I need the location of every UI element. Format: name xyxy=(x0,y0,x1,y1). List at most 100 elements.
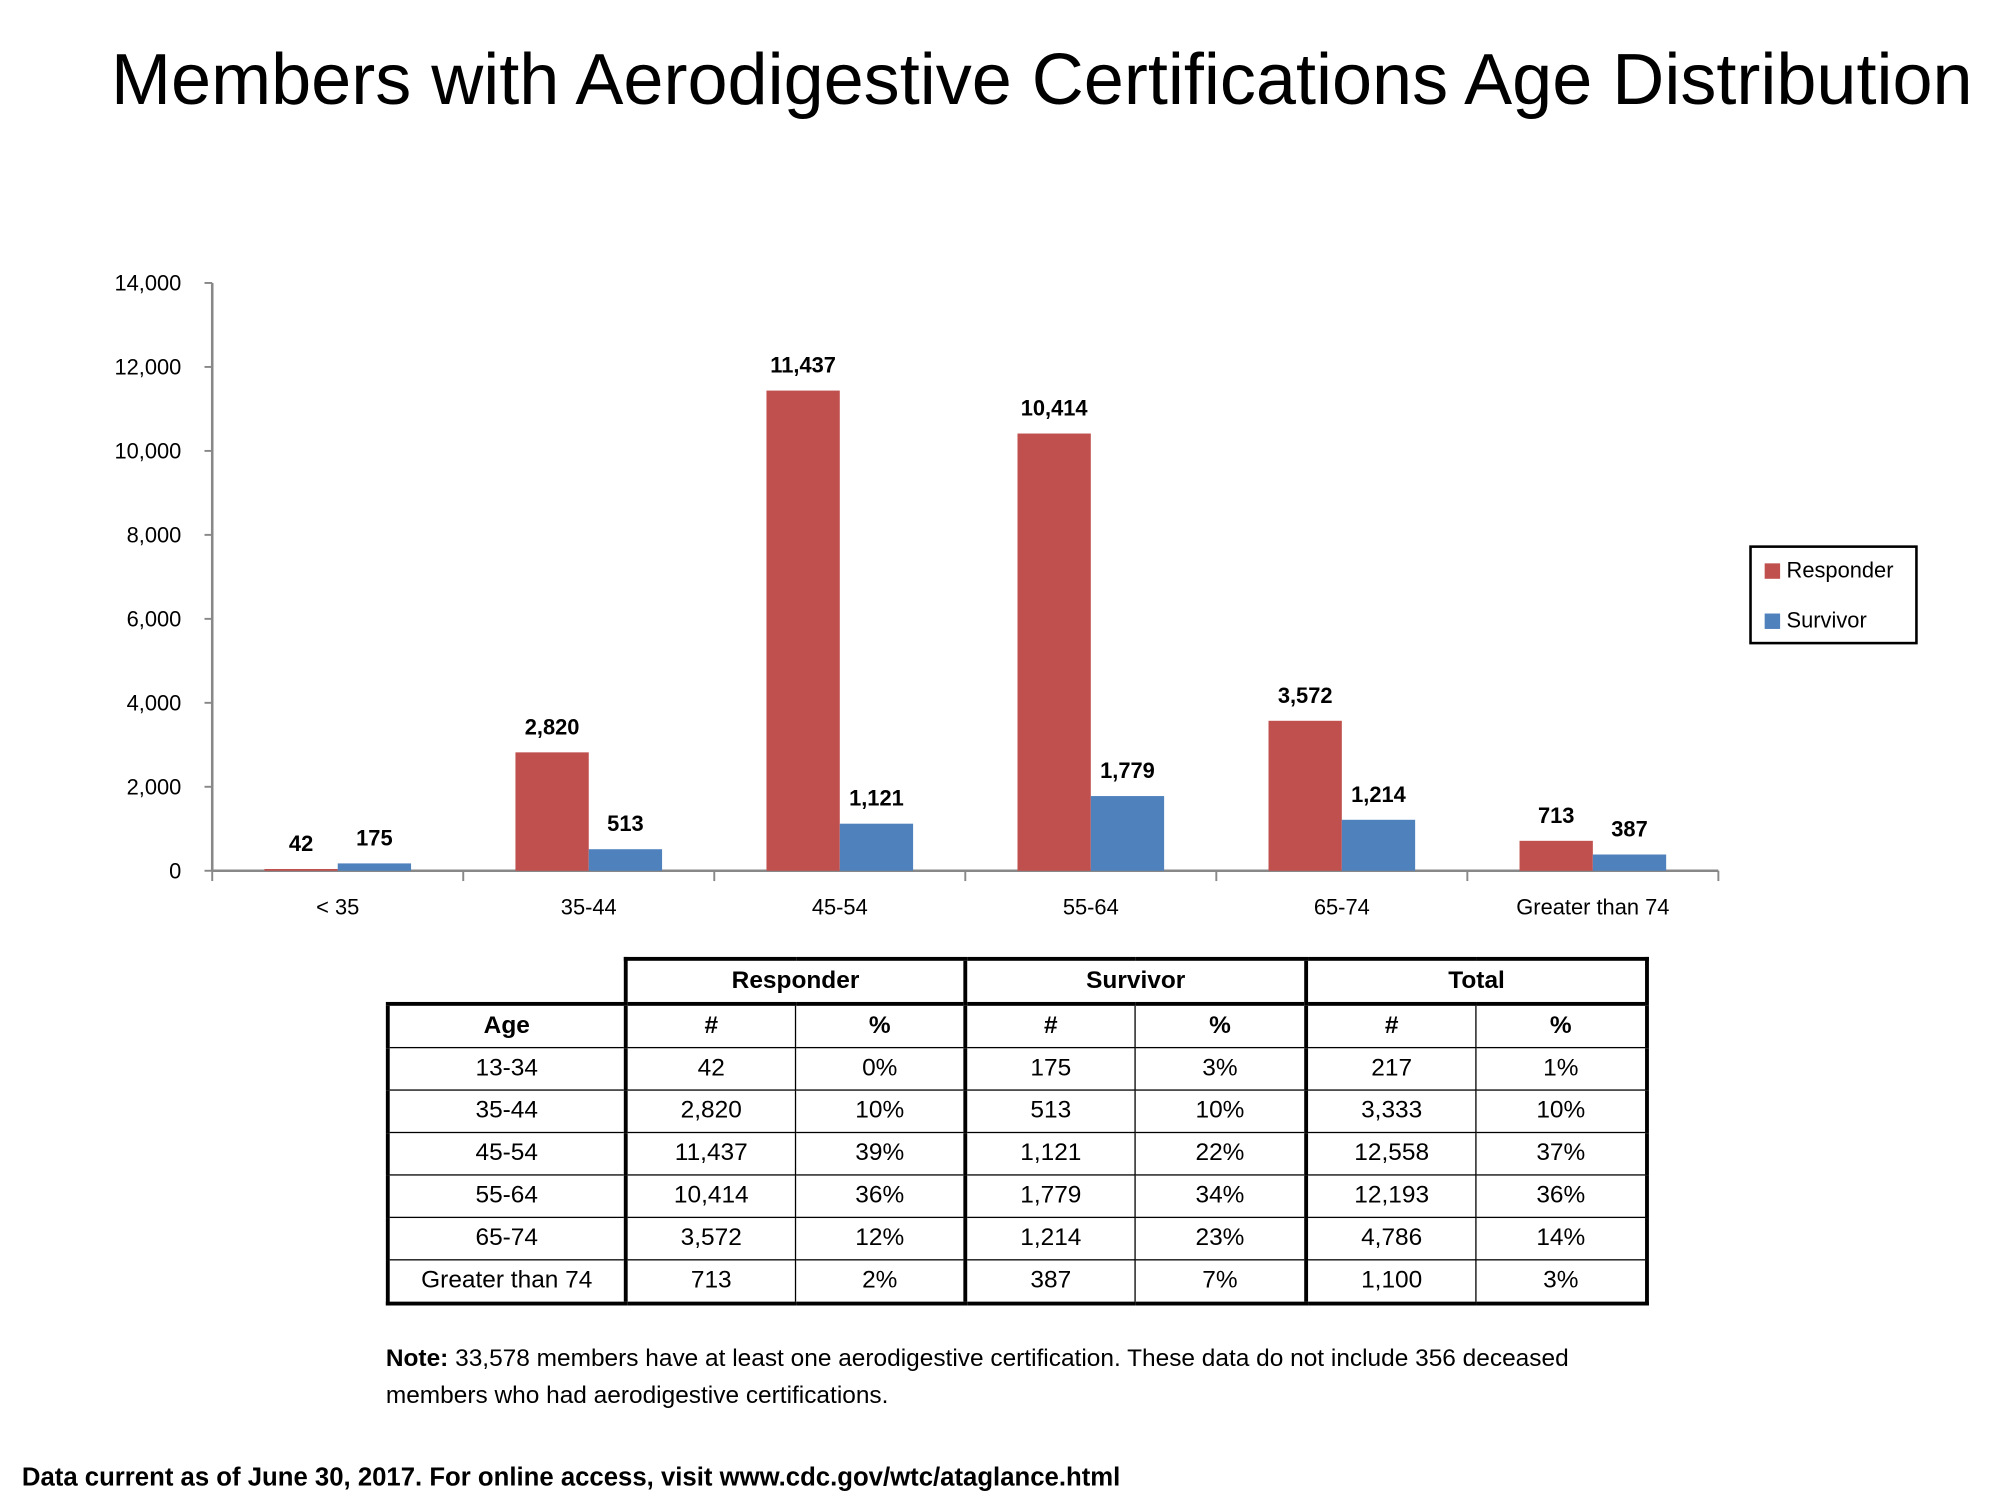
note-label: Note: xyxy=(385,1345,449,1373)
subheader-row: Age #% #% #% xyxy=(385,1001,1649,1049)
table-row: 65-74 3,572 12% 1,214 23% 4,786 14% xyxy=(385,1216,1649,1261)
legend-item-responder: Responder xyxy=(1764,558,1894,584)
value-cell: 10% xyxy=(1134,1089,1307,1134)
bar-responder xyxy=(1268,720,1342,871)
group-header-row: Responder Survivor Total xyxy=(387,956,1649,1006)
y-tick-label: 8,000 xyxy=(127,523,182,548)
data-label: 10,414 xyxy=(1021,396,1089,421)
value-cell: 39% xyxy=(794,1131,966,1176)
x-tick-label: Greater than 74 xyxy=(1516,894,1669,919)
value-cell: 1,779 xyxy=(963,1174,1136,1219)
value-cell: 7% xyxy=(1134,1259,1307,1306)
age-cell: 35-44 xyxy=(385,1089,627,1134)
column-header: % xyxy=(1134,1001,1307,1049)
data-label: 2,820 xyxy=(525,714,580,739)
value-cell: 3,333 xyxy=(1304,1089,1477,1134)
value-cell: 12,558 xyxy=(1304,1131,1477,1176)
value-cell: 0% xyxy=(794,1046,966,1091)
table-row: Greater than 74 713 2% 387 7% 1,100 3% xyxy=(385,1259,1649,1306)
value-cell: 713 xyxy=(623,1259,797,1306)
group-header-responder: Responder xyxy=(623,956,966,1005)
bar-chart: 0 2,000 4,000 6,000 8,000 10,000 12,000 14,000 <… xyxy=(114,271,1720,919)
data-label: 11,437 xyxy=(770,353,836,378)
data-label: 1,214 xyxy=(1351,782,1407,807)
group-header-survivor: Survivor xyxy=(963,956,1307,1005)
bar-survivor xyxy=(1090,796,1165,871)
y-tick-label: 14,000 xyxy=(114,271,181,296)
value-cell: 3,572 xyxy=(623,1216,797,1261)
y-tick-label: 2,000 xyxy=(127,775,182,800)
value-cell: 42 xyxy=(623,1046,797,1091)
value-cell: 10% xyxy=(1475,1089,1649,1134)
column-header: # xyxy=(963,1001,1136,1049)
x-tick-label: 45-54 xyxy=(812,894,868,919)
value-cell: 1,214 xyxy=(963,1216,1136,1261)
value-cell: 4,786 xyxy=(1304,1216,1477,1261)
data-label: 713 xyxy=(1538,803,1574,828)
value-cell: 1% xyxy=(1475,1046,1649,1091)
legend-label: Responder xyxy=(1786,558,1894,583)
value-cell: 2% xyxy=(794,1259,966,1306)
y-tick-label: 10,000 xyxy=(114,439,181,464)
bar-survivor xyxy=(839,823,914,871)
legend-swatch xyxy=(1764,613,1781,629)
legend: Responder Survivor xyxy=(1749,545,1918,645)
age-cell: 55-64 xyxy=(385,1174,627,1219)
column-header: % xyxy=(794,1001,966,1049)
value-cell: 12% xyxy=(794,1216,966,1261)
value-cell: 513 xyxy=(963,1089,1136,1134)
value-cell: 37% xyxy=(1475,1131,1649,1176)
y-tick-label: 6,000 xyxy=(127,607,182,632)
x-tick-label: 35-44 xyxy=(561,894,617,919)
table-row: 35-44 2,820 10% 513 10% 3,333 10% xyxy=(385,1089,1649,1134)
value-cell: 1,100 xyxy=(1304,1259,1477,1306)
column-header: Age xyxy=(385,1001,627,1049)
column-header: % xyxy=(1475,1001,1649,1049)
bar-survivor xyxy=(588,849,663,871)
bar-survivor xyxy=(337,863,412,871)
bar-survivor xyxy=(1592,854,1667,871)
value-cell: 34% xyxy=(1134,1174,1307,1219)
note-text: 33,578 members have at least one aerodig… xyxy=(385,1345,1569,1410)
table-row: 55-64 10,414 36% 1,779 34% 12,193 36% xyxy=(385,1174,1649,1219)
legend-item-survivor: Survivor xyxy=(1764,608,1867,634)
y-tick-label: 4,000 xyxy=(127,691,182,716)
value-cell: 2,820 xyxy=(623,1089,797,1134)
bar-responder xyxy=(766,390,840,871)
bar-responder xyxy=(515,752,589,871)
x-tick-label: < 35 xyxy=(316,894,359,919)
footer: Data current as of June 30, 2017. For on… xyxy=(21,1463,1121,1492)
chart-title: Members with Aerodigestive Certification… xyxy=(111,38,1973,120)
data-label: 175 xyxy=(356,825,392,850)
x-tick-label: 55-64 xyxy=(1063,894,1119,919)
value-cell: 22% xyxy=(1134,1131,1307,1176)
bar-responder xyxy=(264,868,338,871)
age-cell: 65-74 xyxy=(385,1216,627,1261)
data-label: 513 xyxy=(607,811,643,836)
x-tick-label: 65-74 xyxy=(1314,894,1370,919)
note: Note: 33,578 members have at least one a… xyxy=(386,1340,1621,1415)
value-cell: 14% xyxy=(1475,1216,1649,1261)
value-cell: 23% xyxy=(1134,1216,1307,1261)
data-label: 42 xyxy=(289,831,313,856)
value-cell: 217 xyxy=(1304,1046,1477,1091)
bar-survivor xyxy=(1341,819,1416,871)
value-cell: 1,121 xyxy=(963,1131,1136,1176)
legend-swatch xyxy=(1764,563,1781,579)
bar-responder xyxy=(1017,433,1091,871)
data-label: 1,779 xyxy=(1100,758,1155,783)
age-cell: 45-54 xyxy=(385,1131,627,1176)
value-cell: 36% xyxy=(794,1174,966,1219)
column-header: # xyxy=(1304,1001,1477,1049)
table-row: 13-34 42 0% 175 3% 217 1% xyxy=(385,1046,1649,1091)
data-label: 3,572 xyxy=(1278,683,1333,708)
table-row: 45-54 11,437 39% 1,121 22% 12,558 37% xyxy=(385,1131,1649,1176)
value-cell: 36% xyxy=(1475,1174,1649,1219)
data-table: Responder Survivor Total Age #% #% #% 13-34 42 0%… xyxy=(385,956,1649,1306)
value-cell: 10% xyxy=(794,1089,966,1134)
legend-label: Survivor xyxy=(1786,608,1867,633)
group-header-total: Total xyxy=(1304,956,1649,1005)
value-cell: 11,437 xyxy=(623,1131,797,1176)
data-label: 1,121 xyxy=(849,786,904,811)
